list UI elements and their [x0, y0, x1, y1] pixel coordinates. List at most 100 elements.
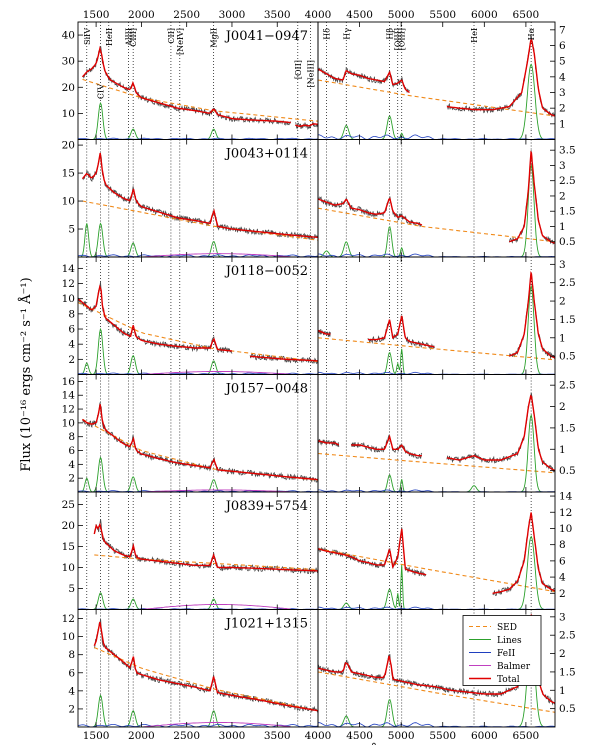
total-model [93, 522, 318, 572]
total-model [81, 152, 318, 239]
total-model [82, 404, 318, 481]
y-tick-label: 10 [62, 417, 75, 429]
balmer-model [141, 253, 291, 257]
line-marker-label: Hα [527, 27, 536, 40]
sed-model [82, 200, 318, 241]
plot-area [318, 257, 555, 375]
total-model [509, 270, 555, 359]
y-tick-label: 2 [68, 703, 75, 715]
y-tick-label: 4 [68, 339, 75, 351]
y-tick-label: 2.5 [559, 630, 576, 642]
x-tick-label-top: 5000 [388, 9, 415, 21]
lines-model [318, 284, 555, 375]
feii-model [318, 134, 555, 140]
observed-spectrum [318, 613, 555, 706]
sed-model [318, 79, 555, 117]
y-tick-label: 2.5 [559, 380, 576, 392]
panel-4-right: 2 4 6 8 10 12 14 [317, 491, 573, 610]
y-tick-label: 8 [68, 308, 75, 320]
line-marker-label: [NeIV] [176, 28, 185, 55]
line-marker-label: [OIII] [394, 28, 403, 50]
y-tick-label: 2 [68, 473, 75, 485]
line-marker-label: Hγ [342, 28, 351, 40]
y-tick-label: 14 [62, 263, 76, 275]
total-model [318, 68, 410, 94]
x-tick-label-bottom: 3000 [219, 730, 246, 742]
y-tick-label: 30 [62, 56, 75, 68]
legend-label-total: Total [497, 675, 520, 685]
y-tick-label: 25 [62, 499, 75, 511]
y-axis-label: Flux (10⁻¹⁶ ergs cm⁻² s⁻¹ Å⁻¹) [18, 277, 34, 471]
legend-label-sed: SED [497, 623, 517, 633]
balmer-model [141, 489, 291, 492]
total-model [93, 621, 318, 712]
lines-model [78, 694, 318, 727]
y-tick-label: 12 [62, 613, 75, 625]
y-tick-label: 5 [68, 583, 75, 595]
y-tick-label: 6 [559, 40, 566, 52]
y-tick-label: 1 [559, 685, 566, 697]
y-tick-label: 10 [62, 562, 75, 574]
x-tick-label-top: 2500 [173, 9, 200, 21]
balmer-model [141, 722, 291, 727]
total-model [492, 512, 555, 594]
y-tick-label: 16 [62, 376, 76, 388]
sed-model [318, 548, 555, 593]
y-tick-label: 1.5 [559, 666, 576, 678]
x-tick-label-top: 2000 [128, 9, 155, 21]
x-tick-label-bottom: 4000 [305, 730, 332, 742]
total-model [318, 197, 423, 226]
total-model [318, 614, 555, 704]
balmer-model [141, 371, 291, 375]
line-marker-label: [OII] [294, 60, 303, 79]
plot-area [78, 609, 318, 727]
observed-spectrum [367, 315, 435, 351]
x-tick-label-bottom: 2500 [173, 730, 200, 742]
total-model [318, 528, 427, 576]
lines-model [78, 327, 318, 375]
legend-box [462, 615, 542, 686]
x-tick-label-top: 3500 [264, 9, 291, 21]
observed-spectrum [82, 153, 318, 241]
line-marker-label: [OIII] [398, 28, 407, 50]
plot-area [318, 139, 555, 257]
y-tick-label: 0.5 [559, 703, 576, 715]
panel-0-right: 1 2 3 4 5 6 7 4000 4500 5000 5500 6000 6500 Hδ Hγ Hβ [OI… [305, 9, 566, 140]
y-tick-label: 4 [68, 459, 75, 471]
lines-model [318, 535, 555, 610]
y-tick-label: 14 [559, 491, 573, 503]
panel-title: J0839+5754 [224, 499, 308, 514]
y-tick-label: 2 [559, 588, 566, 600]
line-marker-label: Hδ [322, 28, 331, 40]
y-tick-label: 12 [62, 404, 75, 416]
lines-model [78, 222, 318, 257]
observed-spectrum [318, 328, 331, 337]
y-tick-label: 2 [559, 648, 566, 660]
sed-model [318, 452, 555, 474]
panel-1-left: 5 10 15 20 [62, 139, 319, 258]
y-tick-label: 6 [68, 324, 75, 336]
total-model [351, 434, 422, 457]
y-tick-label: 3 [559, 611, 566, 623]
y-tick-label: 12 [62, 278, 75, 290]
legend-label-balmer: Balmer [497, 662, 531, 672]
observed-spectrum [492, 515, 555, 597]
y-tick-label: 1 [559, 444, 566, 456]
observed-spectrum [318, 66, 410, 94]
x-tick-label-top: 6000 [471, 9, 498, 21]
y-tick-label: 1 [559, 118, 566, 130]
sed-model [318, 671, 555, 713]
y-tick-label: 15 [62, 541, 75, 553]
sed-model [94, 554, 318, 571]
plot-area [78, 22, 318, 140]
observed-spectrum [82, 46, 292, 126]
y-tick-label: 4 [559, 71, 566, 83]
panel-title: J1021+1315 [224, 617, 308, 632]
y-tick-label: 20 [62, 520, 75, 532]
total-model [446, 38, 555, 117]
x-tick-label-bottom: 1500 [83, 730, 110, 742]
panel-frame [317, 21, 556, 140]
x-tick-label-bottom: 6000 [471, 730, 498, 742]
panel-frame [317, 609, 556, 728]
